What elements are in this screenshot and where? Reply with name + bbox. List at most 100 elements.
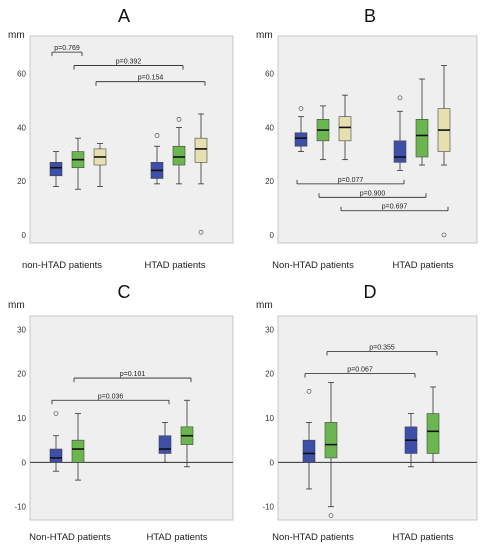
y-tick-label: 30	[17, 325, 26, 334]
box-body	[415, 119, 429, 158]
p-value-annotation: p=0.154	[95, 75, 206, 86]
box-green-1	[316, 105, 330, 161]
box-body	[49, 162, 63, 177]
p-value-annotation: p=0.900	[318, 190, 427, 198]
category-label: Non-HTAD patients	[272, 260, 354, 271]
outlier-point	[198, 229, 204, 235]
box-green-2	[172, 116, 186, 185]
p-value-label: p=0.036	[98, 393, 124, 400]
p-value-label: p=0.067	[347, 367, 373, 374]
category-label: HTAD patients	[144, 260, 205, 271]
box-body	[71, 439, 85, 463]
y-tick-label: 30	[265, 325, 274, 334]
plot-area	[29, 315, 234, 521]
panel-title: D	[364, 282, 377, 302]
box-green-2	[180, 399, 194, 468]
y-axis-label: mm	[256, 300, 273, 311]
box-body	[324, 422, 338, 459]
chart-panel-b: Bmm 0 20 40 60 p=0.077 p=0.900 p=0.697 Non-HTAD …	[256, 6, 478, 271]
box-body	[338, 116, 352, 142]
y-tick-label: 10	[265, 414, 274, 423]
category-label: Non-HTAD patients	[29, 532, 111, 543]
p-value-label: p=0.697	[382, 204, 408, 211]
box-green-1	[71, 413, 85, 481]
y-axis-label: mm	[8, 300, 25, 311]
plot-area	[277, 315, 478, 521]
box-blue-1	[49, 151, 63, 187]
p-value-annotation: p=0.769	[51, 45, 83, 57]
box-green-2	[415, 78, 429, 166]
panel-title: B	[364, 6, 376, 26]
category-label: HTAD patients	[392, 260, 453, 271]
y-tick-label: 20	[265, 370, 274, 379]
box-body	[158, 435, 172, 454]
box-blue-1	[49, 411, 63, 472]
box-body	[393, 140, 407, 163]
y-axis-label: mm	[256, 30, 273, 41]
box-blue-2	[158, 422, 172, 463]
outlier-point	[441, 232, 447, 238]
y-tick-label: 40	[17, 123, 26, 132]
y-tick-label: 20	[17, 370, 26, 379]
outlier-point	[328, 513, 334, 518]
outlier-point	[306, 389, 312, 394]
p-value-annotation: p=0.077	[296, 177, 405, 185]
panel-title: C	[118, 282, 131, 302]
outlier-point	[154, 133, 160, 138]
box-green-1	[71, 137, 85, 190]
box-tan-1	[338, 94, 352, 161]
p-value-label: p=0.392	[116, 59, 142, 66]
outlier-point	[397, 95, 403, 101]
box-green-1	[324, 382, 338, 518]
box-green-2	[426, 386, 440, 463]
box-blue-2	[393, 95, 407, 171]
outlier-point	[298, 106, 304, 111]
p-value-annotation: p=0.392	[73, 59, 184, 70]
p-value-label: p=0.154	[138, 75, 164, 82]
p-value-label: p=0.900	[360, 190, 386, 197]
p-value-annotation: p=0.101	[73, 371, 192, 383]
y-tick-label: -10	[262, 503, 274, 512]
chart-panel-c: Cmm -10 0 10 20 30 p=0.101 p=0.036 Non-HTAD pati…	[8, 282, 234, 543]
p-value-label: p=0.101	[120, 371, 146, 378]
box-tan-2	[437, 65, 451, 238]
p-value-annotation: p=0.697	[340, 204, 449, 212]
p-value-annotation: p=0.355	[326, 344, 438, 356]
p-value-label: p=0.077	[338, 177, 364, 184]
box-blue-2	[150, 133, 164, 185]
y-tick-label: 20	[265, 177, 274, 186]
category-label: non-HTAD patients	[22, 260, 102, 271]
y-tick-label: 20	[17, 177, 26, 186]
box-tan-2	[194, 113, 208, 235]
box-blue-1	[302, 389, 316, 490]
category-label: HTAD patients	[392, 532, 453, 543]
box-body	[294, 132, 308, 147]
y-tick-label: 0	[270, 458, 275, 467]
y-tick-label: 40	[265, 123, 274, 132]
box-blue-2	[404, 413, 418, 468]
p-value-label: p=0.355	[369, 344, 395, 351]
box-tan-1	[93, 143, 107, 187]
box-body	[194, 137, 208, 163]
category-label: HTAD patients	[146, 532, 207, 543]
p-value-annotation: p=0.036	[51, 393, 170, 405]
y-tick-label: 0	[22, 231, 27, 240]
box-blue-1	[294, 106, 308, 152]
p-value-label: p=0.769	[54, 45, 80, 52]
box-body	[172, 145, 186, 166]
y-axis-label: mm	[8, 30, 25, 41]
y-tick-label: 10	[17, 414, 26, 423]
chart-panel-d: Dmm -10 0 10 20 30 p=0.355 p=0.067 Non-HTAD pati…	[256, 282, 478, 543]
y-tick-label: -10	[14, 503, 26, 512]
category-label: Non-HTAD patients	[272, 532, 354, 543]
box-body	[302, 439, 316, 463]
outlier-point	[176, 116, 182, 122]
panel-title: A	[118, 6, 130, 26]
y-tick-label: 0	[22, 458, 27, 467]
y-tick-label: 60	[17, 70, 26, 79]
outlier-point	[53, 411, 59, 416]
y-tick-label: 0	[270, 231, 275, 240]
y-tick-label: 60	[265, 70, 274, 79]
chart-panel-a: Amm 0 20 40 60 p=0.769 p=0.392 p=0.154 non-HTAD …	[8, 6, 234, 271]
